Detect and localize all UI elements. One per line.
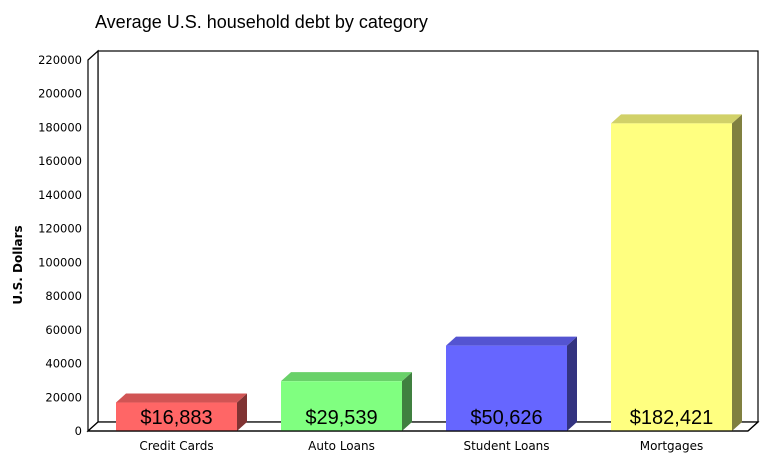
bar-auto-loans[interactable]: $29,539 — [281, 372, 412, 431]
bar-value-label: $182,421 — [630, 407, 713, 429]
bar-value-label: $16,883 — [140, 407, 212, 429]
x-category-label: Mortgages — [640, 439, 704, 453]
y-tick-label: 20000 — [45, 390, 82, 404]
y-tick-label: 160000 — [38, 154, 82, 168]
x-category-label: Auto Loans — [308, 439, 375, 453]
chart-title: Average U.S. household debt by category — [95, 12, 428, 32]
y-tick-label: 0 — [75, 424, 82, 438]
x-category-label: Credit Cards — [139, 439, 213, 453]
y-tick-label: 200000 — [38, 87, 82, 101]
y-tick-label: 180000 — [38, 120, 82, 134]
bar-mortgages[interactable]: $182,421 — [611, 114, 742, 431]
y-tick-label: 220000 — [38, 53, 82, 67]
bar-value-label: $50,626 — [470, 407, 542, 429]
plot-left-wall — [87, 49, 99, 433]
y-tick-label: 120000 — [38, 222, 82, 236]
x-category-label: Student Loans — [463, 439, 549, 453]
y-tick-label: 80000 — [45, 289, 82, 303]
bar-student-loans[interactable]: $50,626 — [446, 336, 577, 431]
y-tick-label: 140000 — [38, 188, 82, 202]
y-tick-label: 60000 — [45, 323, 82, 337]
bar-credit-cards[interactable]: $16,883 — [116, 393, 247, 431]
bar-value-label: $29,539 — [305, 407, 377, 429]
y-tick-label: 40000 — [45, 357, 82, 371]
y-tick-label: 100000 — [38, 255, 82, 269]
